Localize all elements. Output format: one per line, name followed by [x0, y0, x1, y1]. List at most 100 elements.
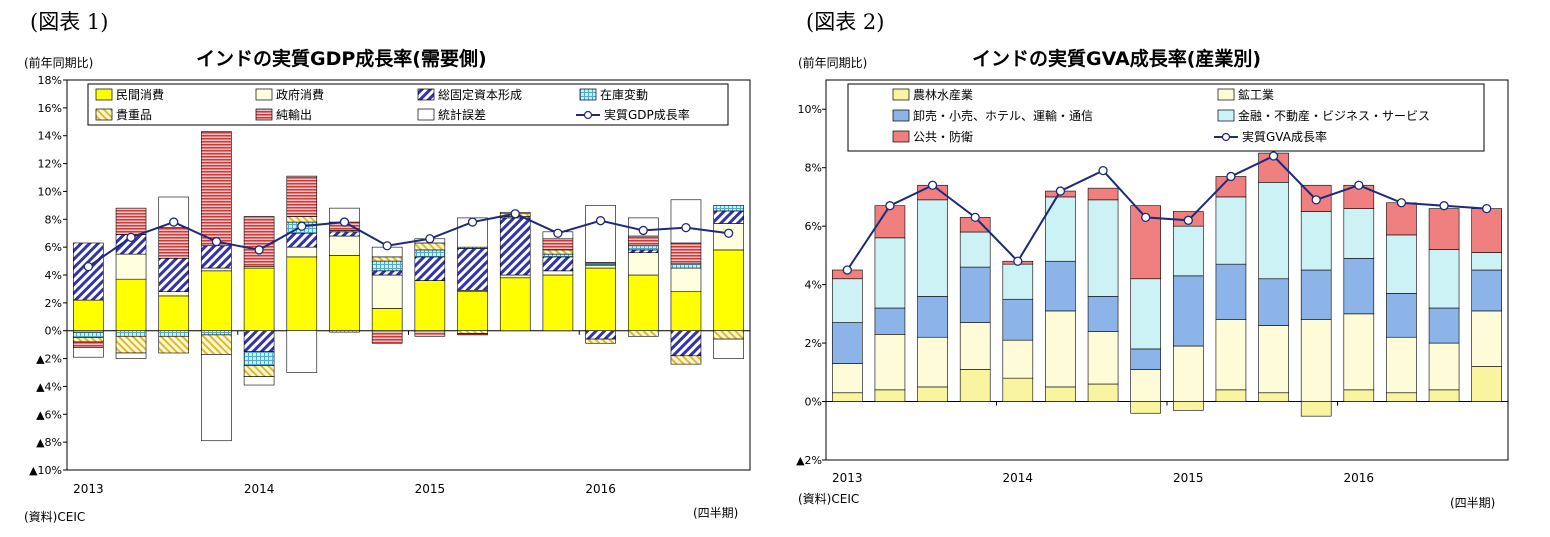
- chart2-ytick-label: ▲2%: [796, 454, 822, 467]
- chart2-growth-point: [1226, 171, 1236, 182]
- chart1-growth-point: [169, 217, 179, 227]
- chart1-ytick-label: 12%: [38, 158, 62, 171]
- chart2-bar-segment: [959, 322, 991, 370]
- chart1-bar-segment: [499, 277, 531, 332]
- chart2-legend-swatch: [1217, 109, 1235, 122]
- chart1-legend-label: 政府消費: [276, 87, 324, 102]
- chart2-growth-point: [927, 180, 938, 190]
- chart1-legend-label: 統計誤差: [438, 107, 486, 122]
- chart1-bar-segment: [158, 196, 190, 228]
- chart2-bar-segment: [1343, 258, 1375, 315]
- chart1-bar-segment: [201, 131, 232, 247]
- chart1-legend-swatch: [255, 108, 273, 121]
- chart2-growth-point: [1268, 151, 1279, 161]
- chart1-bar-segment: [499, 274, 531, 279]
- chart1-ytick-label: 18%: [38, 74, 62, 87]
- chart2-bar-segment: [1087, 199, 1119, 297]
- chart1-bar-segment: [371, 270, 403, 276]
- chart1-legend-swatch: [583, 110, 593, 120]
- chart2-bar-segment: [917, 199, 948, 297]
- chart2-bar-segment: [1045, 310, 1076, 388]
- chart2-ytick-label: 2%: [805, 337, 822, 350]
- chart1-growth-point: [724, 228, 734, 238]
- chart2-bar-segment: [1130, 278, 1161, 350]
- chart2-growth-point: [842, 265, 852, 275]
- chart1-bar-segment: [713, 338, 744, 359]
- chart1-bar-segment: [414, 249, 446, 258]
- chart1-bar-segment: [542, 249, 574, 255]
- chart1-bar-segment: [371, 308, 403, 332]
- chart1-legend-label: 貴重品: [116, 108, 152, 122]
- chart1-bar-segment: [585, 338, 616, 344]
- chart1-bar-segment: [585, 205, 616, 263]
- chart2-bar-segment: [1386, 202, 1417, 236]
- chart1-xlabel: (四半期): [693, 506, 739, 520]
- chart1-bar-segment: [670, 267, 702, 293]
- chart1-bar-segment: [457, 333, 488, 336]
- chart2-bar-segment: [1173, 225, 1204, 277]
- chart2-bar-segment: [917, 336, 948, 388]
- chart1-bar-segment: [457, 330, 488, 334]
- chart1-growth-point: [681, 222, 691, 233]
- chart2-bar-segment: [1173, 401, 1204, 411]
- chart2-legend-label: 公共・防衛: [913, 129, 973, 144]
- chart1-year-label: 2015: [415, 482, 446, 496]
- chart1-bar-segment: [542, 253, 574, 258]
- chart1-ylabel: (前年同期比): [24, 56, 94, 70]
- chart2-bar-segment: [1300, 269, 1332, 320]
- chart2-bar-segment: [1428, 307, 1460, 344]
- chart2-legend-swatch: [892, 88, 910, 101]
- chart1-bar-segment: [627, 274, 659, 332]
- chart2-bar-segment: [874, 389, 906, 402]
- chart1-bar-segment: [115, 352, 147, 359]
- chart1-bar-segment: [73, 242, 104, 301]
- chart1-bar-segment: [201, 245, 232, 269]
- chart1-bar-segment: [243, 376, 275, 386]
- chart2-frame: [825, 79, 1509, 461]
- chart2-bar-segment: [832, 392, 863, 402]
- chart2-bar-segment: [1087, 331, 1119, 385]
- chart1-bar-segment: [670, 330, 702, 357]
- chart1-bar-segment: [542, 256, 574, 272]
- chart1-legend-swatch: [417, 108, 435, 121]
- chart2-bar-segment: [917, 386, 948, 402]
- chart2-bar-segment: [1471, 310, 1502, 367]
- chart1-growth-point: [510, 209, 520, 219]
- chart1-bar-segment: [158, 295, 190, 332]
- chart1-growth-point: [553, 228, 563, 238]
- chart1-bar-segment: [201, 354, 232, 442]
- chart2-year-label: 2015: [1173, 471, 1204, 485]
- chart1-bar-segment: [73, 337, 104, 343]
- chart2-bar-segment: [1300, 319, 1332, 402]
- chart2-bar-segment: [1215, 319, 1247, 391]
- chart1-bar-segment: [158, 330, 190, 337]
- chart2-bar-segment: [1343, 208, 1375, 259]
- chart1-bar-segment: [371, 260, 403, 272]
- chart1-bar-segment: [371, 274, 403, 309]
- chart1-bar-segment: [73, 347, 104, 358]
- chart1-bar-segment: [371, 256, 403, 262]
- chart2-bar-segment: [1386, 392, 1417, 402]
- chart2-plot-area: ▲2% 0% 2% 4% 6% 8% 10% 2013 2014 2015 2016 農林水産業 鉱工業…: [796, 79, 1509, 485]
- chart1-ytick-label: ▲6%: [36, 408, 62, 421]
- chart2-bar-segment: [1130, 401, 1161, 414]
- chart1-figure-label: (図表 1): [30, 10, 109, 34]
- chart2-bar-segment: [1428, 389, 1460, 402]
- chart2-bar-segment: [1215, 389, 1247, 402]
- chart1-bar-segment: [329, 235, 360, 256]
- chart2-bar-segment: [832, 322, 863, 364]
- chart1-year-label: 2013: [73, 482, 104, 496]
- chart2-legend-swatch: [892, 130, 910, 143]
- chart1-growth-point: [467, 217, 478, 227]
- chart2-bar-segment: [1002, 339, 1034, 379]
- chart1-bar-segment: [115, 207, 147, 235]
- chart2-growth-point: [1396, 198, 1407, 208]
- chart1-bar-segment: [329, 330, 360, 333]
- chart1-bar-segment: [286, 175, 318, 217]
- chart1-bar-segment: [585, 330, 616, 340]
- chart2-bar-segment: [1173, 345, 1204, 402]
- chart1-bar-segment: [73, 331, 104, 338]
- chart2-ytick-label: 8%: [805, 162, 822, 175]
- chart2-year-label: 2016: [1344, 471, 1375, 485]
